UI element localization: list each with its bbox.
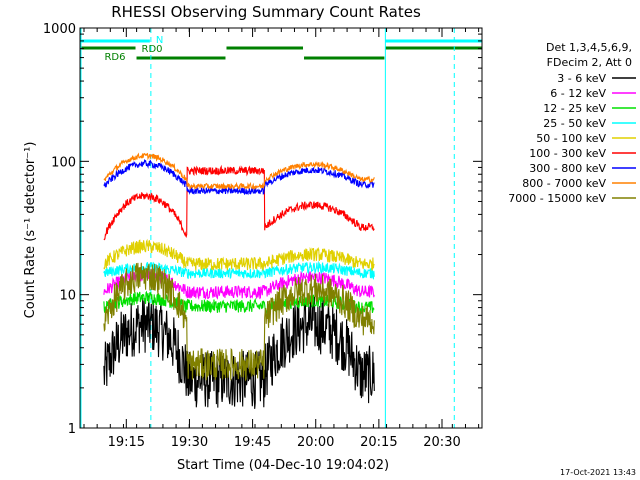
x-tick-label: 19:15 [108, 435, 145, 450]
legend-header: FDecim 2, Att 0 [547, 56, 632, 69]
x-axis: 19:15 19:30 19:45 20:00 20:15 20:30 [83, 28, 480, 450]
series-line [103, 158, 375, 196]
y-tick-label: 1000 [43, 22, 76, 37]
flag-bar-label: N [156, 35, 163, 46]
legend-header: Det 1,3,4,5,6,9, [546, 41, 632, 54]
x-tick-label: 19:30 [171, 435, 208, 450]
y-axis: 1 10 100 1000 [43, 22, 482, 437]
y-tick-label: 10 [59, 289, 76, 304]
footer-timestamp: 17-Oct-2021 13:43 [560, 468, 636, 477]
vertical-marker-lines [80, 28, 455, 428]
x-tick-label: 20:00 [297, 435, 334, 450]
y-axis-label: Count Rate (s⁻¹ detector⁻¹) [23, 142, 38, 319]
series-line [103, 238, 375, 272]
x-tick-label: 19:45 [234, 435, 271, 450]
series-line [103, 262, 375, 382]
legend-entry-label: 6 - 12 keV [550, 87, 606, 100]
x-tick-label: 20:15 [360, 435, 397, 450]
chart-title: RHESSI Observing Summary Count Rates [111, 3, 421, 21]
legend-entry-label: 25 - 50 keV [543, 117, 606, 130]
x-axis-label: Start Time (04-Dec-10 19:04:02) [177, 458, 389, 473]
y-tick-label: 100 [51, 155, 76, 170]
series-line [103, 152, 375, 190]
legend-entry-label: 800 - 7000 keV [522, 177, 606, 190]
legend: Det 1,3,4,5,6,9, FDecim 2, Att 0 3 - 6 keV… [508, 41, 636, 205]
x-tick-label: 20:30 [423, 435, 460, 450]
flag-bar-label: RD6 [104, 52, 125, 63]
series-line [103, 295, 375, 409]
legend-entry-label: 3 - 6 keV [557, 72, 606, 85]
legend-entry-label: 12 - 25 keV [543, 102, 606, 115]
legend-entry-label: 300 - 800 keV [529, 162, 606, 175]
series-layer [103, 152, 375, 409]
y-tick-label: 1 [68, 422, 76, 437]
legend-entry-label: 50 - 100 keV [536, 132, 606, 145]
plot-frame [79, 27, 483, 429]
legend-entry-label: 100 - 300 keV [529, 147, 606, 160]
flag-bar-label: RD0 [142, 44, 163, 55]
series-line [103, 164, 375, 241]
legend-entry-label: 7000 - 15000 keV [508, 192, 606, 205]
